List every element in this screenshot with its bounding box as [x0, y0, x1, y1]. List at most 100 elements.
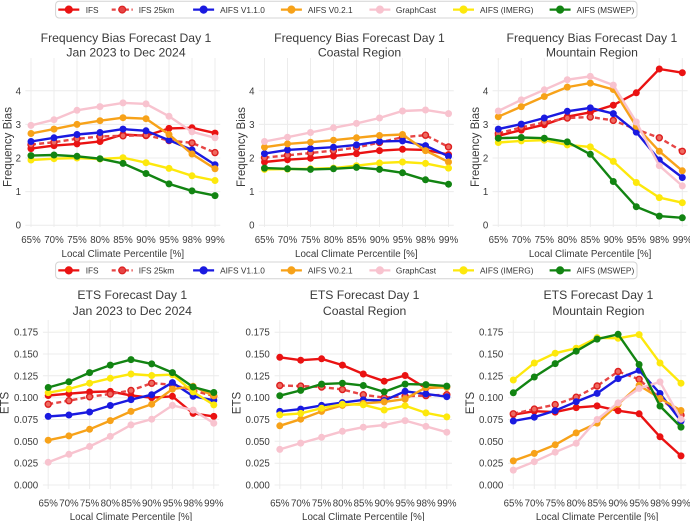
svg-text:IFS: IFS — [86, 266, 99, 276]
svg-text:90%: 90% — [142, 499, 162, 510]
svg-text:85%: 85% — [121, 499, 141, 510]
svg-text:0: 0 — [483, 221, 489, 232]
svg-text:70%: 70% — [525, 499, 545, 510]
svg-text:IFS 25km: IFS 25km — [139, 266, 175, 276]
svg-text:GraphCast: GraphCast — [396, 266, 437, 276]
svg-text:95%: 95% — [159, 235, 179, 246]
svg-text:3: 3 — [16, 120, 21, 131]
svg-text:65%: 65% — [270, 499, 290, 510]
svg-text:70%: 70% — [291, 499, 311, 510]
svg-text:75%: 75% — [80, 499, 100, 510]
svg-text:ETS Forecast Day 1: ETS Forecast Day 1 — [77, 288, 187, 302]
svg-text:0.075: 0.075 — [14, 415, 38, 426]
svg-text:GraphCast: GraphCast — [396, 5, 437, 15]
svg-text:65%: 65% — [255, 235, 275, 246]
svg-text:75%: 75% — [546, 499, 566, 510]
svg-text:98%: 98% — [416, 235, 436, 246]
svg-text:0.050: 0.050 — [14, 437, 39, 448]
svg-text:AIFS V1.1.0: AIFS V1.1.0 — [220, 5, 265, 15]
svg-text:80%: 80% — [101, 499, 121, 510]
svg-text:0.125: 0.125 — [14, 371, 38, 382]
svg-text:Local Climate Percentile [%]: Local Climate Percentile [%] — [70, 512, 193, 521]
svg-text:ETS Forecast Day 1: ETS Forecast Day 1 — [544, 288, 654, 302]
svg-text:Frequency Bias Forecast Day 1: Frequency Bias Forecast Day 1 — [274, 31, 445, 45]
svg-text:0.175: 0.175 — [246, 328, 270, 339]
svg-text:AIFS V1.1.0: AIFS V1.1.0 — [220, 266, 265, 276]
svg-text:80%: 80% — [558, 235, 578, 246]
svg-text:2: 2 — [16, 154, 21, 165]
svg-text:Local Climate Percentile [%]: Local Climate Percentile [%] — [302, 512, 425, 521]
svg-text:4: 4 — [483, 86, 489, 97]
svg-text:2: 2 — [483, 154, 488, 165]
svg-text:AIFS (IMERG): AIFS (IMERG) — [480, 5, 534, 15]
svg-text:98%: 98% — [183, 499, 203, 510]
svg-text:4: 4 — [16, 86, 22, 97]
svg-text:98%: 98% — [650, 499, 670, 510]
svg-text:0.175: 0.175 — [14, 328, 38, 339]
svg-text:Local Climate Percentile [%]: Local Climate Percentile [%] — [536, 512, 659, 521]
svg-text:85%: 85% — [587, 499, 607, 510]
svg-text:AIFS (IMERG): AIFS (IMERG) — [480, 266, 534, 276]
svg-text:99%: 99% — [204, 499, 224, 510]
svg-text:99%: 99% — [673, 235, 690, 246]
svg-text:75%: 75% — [312, 499, 332, 510]
svg-text:AIFS (MSWEP): AIFS (MSWEP) — [577, 5, 635, 15]
svg-text:95%: 95% — [393, 235, 413, 246]
svg-text:85%: 85% — [354, 499, 374, 510]
svg-text:98%: 98% — [182, 235, 202, 246]
svg-text:0.000: 0.000 — [246, 481, 271, 492]
svg-text:Frequency Bias: Frequency Bias — [236, 107, 248, 187]
svg-text:Coastal Region: Coastal Region — [323, 304, 406, 318]
svg-text:99%: 99% — [671, 499, 690, 510]
svg-text:75%: 75% — [301, 235, 321, 246]
svg-text:0.025: 0.025 — [246, 459, 270, 470]
svg-text:98%: 98% — [650, 235, 670, 246]
svg-text:90%: 90% — [375, 499, 395, 510]
svg-text:85%: 85% — [113, 235, 133, 246]
svg-text:0.025: 0.025 — [14, 459, 38, 470]
svg-text:Frequency Bias Forecast Day 1: Frequency Bias Forecast Day 1 — [507, 31, 678, 45]
svg-text:ETS Forecast Day 1: ETS Forecast Day 1 — [310, 288, 420, 302]
svg-text:Frequency Bias: Frequency Bias — [3, 107, 15, 187]
svg-text:65%: 65% — [39, 499, 59, 510]
svg-text:99%: 99% — [205, 235, 225, 246]
svg-text:3: 3 — [249, 120, 254, 131]
svg-text:Jan 2023 to Dec 2024: Jan 2023 to Dec 2024 — [66, 45, 185, 59]
svg-text:90%: 90% — [370, 235, 390, 246]
svg-text:75%: 75% — [67, 235, 87, 246]
svg-text:0.100: 0.100 — [479, 393, 504, 404]
svg-text:0.050: 0.050 — [246, 437, 271, 448]
svg-text:70%: 70% — [512, 235, 532, 246]
svg-text:AIFS V0.2.1: AIFS V0.2.1 — [308, 5, 353, 15]
svg-text:Frequency Bias: Frequency Bias — [470, 107, 482, 187]
svg-text:99%: 99% — [437, 499, 457, 510]
svg-text:0.100: 0.100 — [246, 393, 271, 404]
svg-text:0: 0 — [16, 221, 22, 232]
svg-text:Mountain Region: Mountain Region — [552, 304, 644, 318]
svg-text:98%: 98% — [416, 499, 436, 510]
svg-text:ETS: ETS — [465, 391, 477, 414]
svg-text:Local Climate Percentile [%]: Local Climate Percentile [%] — [62, 249, 185, 260]
svg-text:2: 2 — [249, 154, 254, 165]
svg-text:80%: 80% — [567, 499, 587, 510]
svg-text:Local Climate Percentile [%]: Local Climate Percentile [%] — [529, 249, 652, 260]
svg-text:1: 1 — [483, 187, 488, 198]
svg-text:75%: 75% — [535, 235, 555, 246]
svg-text:70%: 70% — [44, 235, 64, 246]
svg-text:4: 4 — [249, 86, 255, 97]
svg-text:0: 0 — [249, 221, 255, 232]
svg-text:ETS: ETS — [0, 391, 12, 414]
svg-text:ETS: ETS — [231, 391, 243, 414]
svg-text:1: 1 — [249, 187, 254, 198]
svg-text:0.175: 0.175 — [479, 328, 503, 339]
svg-text:95%: 95% — [627, 235, 647, 246]
svg-text:90%: 90% — [604, 235, 624, 246]
svg-text:0.150: 0.150 — [246, 350, 271, 361]
svg-text:0.125: 0.125 — [246, 371, 270, 382]
svg-text:95%: 95% — [163, 499, 183, 510]
svg-text:0.100: 0.100 — [14, 393, 39, 404]
svg-text:0.025: 0.025 — [479, 459, 503, 470]
svg-text:65%: 65% — [504, 499, 524, 510]
svg-text:0.125: 0.125 — [479, 371, 503, 382]
svg-text:80%: 80% — [333, 499, 353, 510]
